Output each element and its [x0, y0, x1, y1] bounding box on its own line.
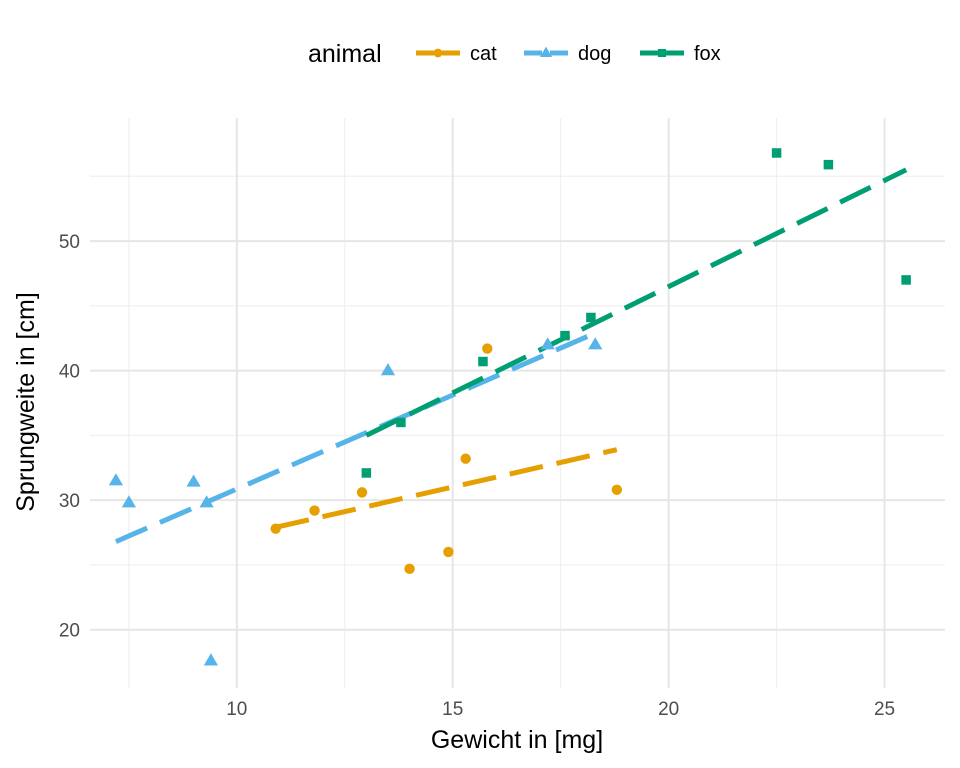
dog-point [199, 495, 214, 508]
y-axis-ticks: 20 30 40 50 [59, 232, 80, 642]
dog-point [588, 337, 603, 350]
fox-point [560, 330, 570, 341]
legend-item-cat: cat [416, 43, 497, 65]
legend: animal cat dog fox [308, 40, 721, 68]
fox-point [478, 356, 488, 367]
legend-label: dog [578, 43, 611, 65]
x-tick-label: 25 [874, 699, 895, 720]
y-axis-title: Sprungweite in [cm] [12, 292, 40, 512]
dog-point [380, 363, 396, 376]
cat-point [309, 505, 320, 516]
fox-point [771, 148, 782, 158]
fox-point [396, 417, 406, 428]
data-points [108, 148, 911, 666]
x-tick-label: 20 [658, 699, 679, 720]
x-axis-title: Gewicht in [mg] [431, 726, 603, 754]
y-tick-label: 40 [59, 362, 80, 383]
fox-point [586, 312, 596, 323]
trend-lines [114, 167, 908, 544]
legend-key-marker [539, 46, 553, 57]
fox-point [901, 275, 911, 285]
cat-point [460, 453, 471, 464]
cat-point [611, 484, 623, 495]
dog-point [540, 337, 555, 350]
dog-point [108, 473, 124, 486]
dog-trend-line [114, 330, 597, 544]
legend-label: fox [694, 43, 721, 65]
y-tick-label: 50 [59, 232, 80, 253]
x-tick-label: 15 [442, 699, 463, 720]
grid [90, 118, 945, 688]
fox-trend-line [365, 167, 908, 438]
x-axis-ticks: 10 15 20 25 [226, 699, 895, 720]
cat-point [482, 343, 493, 354]
dog-point [121, 495, 136, 508]
cat-point [356, 487, 368, 498]
legend-item-dog: dog [524, 43, 611, 65]
y-tick-label: 30 [59, 491, 80, 512]
cat-point [443, 546, 454, 558]
legend-item-fox: fox [640, 43, 721, 65]
cat-point [404, 563, 415, 575]
fox-point [361, 468, 372, 478]
legend-title: animal [308, 40, 382, 68]
cat-point [270, 523, 281, 534]
dog-point [186, 474, 201, 487]
y-tick-label: 20 [59, 621, 80, 642]
dog-point [203, 653, 219, 666]
legend-label: cat [470, 43, 497, 65]
legend-key-marker [433, 48, 443, 58]
fox-point [823, 159, 834, 170]
x-tick-label: 10 [226, 699, 247, 720]
legend-key-marker [657, 48, 667, 58]
cat-trend-line [275, 447, 618, 530]
